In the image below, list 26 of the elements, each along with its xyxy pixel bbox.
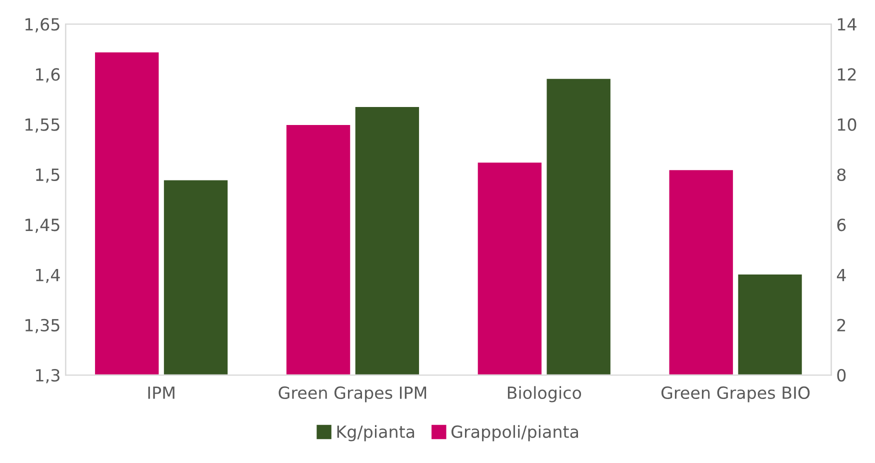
x-tick-label: IPM [148,386,174,399]
y-tick-label: 1,4 [36,268,60,284]
x-tick-label: Green Grapes IPM [278,386,426,402]
y2-tick-label: 10 [838,118,856,131]
y-tick-label: 1,3 [36,368,60,384]
y2-tick-label: 2 [837,318,846,332]
y2-tick-label: 14 [838,18,856,30]
y2-tick-label: 12 [838,68,856,81]
y-tick-label: 1,65 [25,18,60,32]
bar [94,50,160,376]
x-tick-label: Biologico [508,386,582,402]
x-tick-label: Green Grapes BIO [661,386,810,402]
y-tick-label: 1,35 [25,318,60,334]
y2-tick-label: 4 [836,268,846,282]
y2-tick-label: 6 [837,218,846,232]
y-tick-label: 1,55 [25,118,60,133]
y-tick-label: 1,45 [25,218,60,233]
legend-label: Kg/pianta [337,425,414,442]
y2-tick-label: 0 [837,368,846,382]
y2-tick-label: 8 [837,168,846,182]
y-tick-label: 1,6 [36,68,60,82]
bar [476,161,543,376]
bar [668,168,734,376]
legend-label: Grappoli/pianta [451,425,578,442]
y-tick-label: 1,5 [36,168,60,183]
bar [285,124,352,376]
